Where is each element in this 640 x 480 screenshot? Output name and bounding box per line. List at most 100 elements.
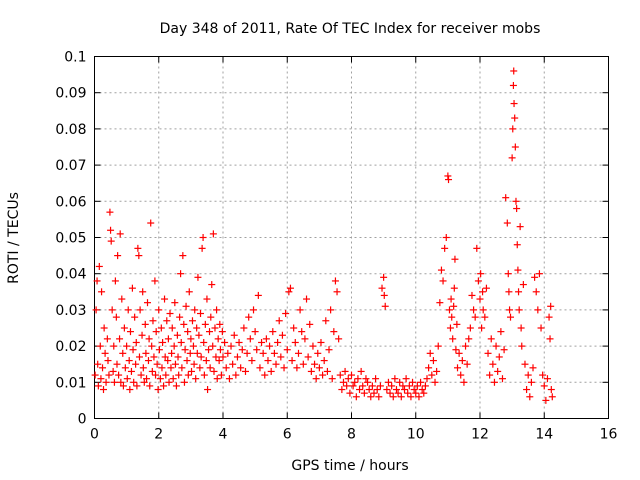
data-point (269, 328, 277, 336)
data-point (445, 176, 453, 184)
data-point (138, 331, 146, 339)
data-point (322, 317, 330, 325)
data-point (433, 367, 441, 375)
data-point (458, 357, 466, 365)
data-point (233, 353, 241, 361)
data-point (178, 364, 186, 372)
data-point (144, 357, 152, 365)
y-tick-label: 0.04 (55, 267, 86, 283)
data-point (229, 360, 237, 368)
data-point (487, 335, 495, 343)
data-point (142, 349, 150, 357)
data-point (335, 335, 343, 343)
data-point (166, 310, 174, 318)
data-point (348, 371, 355, 379)
data-point (161, 353, 169, 361)
data-point (121, 364, 129, 372)
data-point (184, 371, 192, 379)
data-point (409, 378, 417, 386)
data-point (211, 324, 219, 332)
data-point (144, 299, 152, 307)
data-point (201, 320, 209, 328)
data-point (209, 342, 217, 350)
data-point (119, 349, 127, 357)
data-point (543, 375, 551, 383)
data-point (507, 313, 515, 321)
data-point (171, 299, 179, 307)
data-point (132, 338, 140, 346)
data-point (378, 284, 386, 292)
data-point (120, 324, 128, 332)
data-point (152, 328, 160, 336)
data-point (418, 386, 426, 394)
y-tick-label: 0.06 (55, 194, 86, 210)
data-point (283, 346, 291, 354)
data-point (149, 317, 157, 325)
data-point (112, 313, 120, 321)
data-point (153, 360, 161, 368)
y-tick-label: 0.03 (55, 303, 86, 319)
data-point (515, 306, 523, 314)
data-point (193, 324, 201, 332)
data-point (181, 346, 189, 354)
data-point (241, 367, 249, 375)
data-point (266, 342, 274, 350)
data-point (351, 378, 359, 386)
data-point (453, 320, 461, 328)
data-point (203, 295, 211, 303)
data-point (188, 367, 196, 375)
data-point (135, 353, 143, 361)
data-point (421, 382, 429, 390)
data-point (446, 324, 454, 332)
data-point (286, 284, 294, 292)
data-point (404, 389, 412, 397)
data-point (246, 335, 254, 343)
data-point (306, 320, 314, 328)
data-point (215, 357, 223, 365)
data-point (134, 244, 142, 252)
data-point (410, 386, 418, 394)
data-point (190, 360, 198, 368)
data-point (320, 357, 328, 365)
data-point (189, 342, 197, 350)
data-point (217, 371, 225, 379)
data-point (158, 364, 166, 372)
y-tick-label: 0.02 (55, 339, 86, 355)
data-point (304, 353, 312, 361)
data-point (92, 306, 100, 314)
data-point (479, 306, 487, 314)
data-point (540, 382, 548, 390)
data-point (169, 375, 177, 383)
data-point (396, 378, 404, 386)
data-point (163, 317, 171, 325)
data-point (115, 371, 123, 379)
data-point (254, 291, 262, 299)
data-point (407, 393, 415, 401)
data-point (221, 338, 229, 346)
data-point (96, 342, 104, 350)
data-point (523, 386, 531, 394)
data-point (135, 252, 143, 260)
data-point (545, 313, 553, 321)
data-point (164, 357, 172, 365)
data-point (319, 371, 327, 379)
data-point (261, 371, 269, 379)
data-point (180, 378, 188, 386)
data-point (338, 386, 346, 394)
data-point (282, 310, 290, 318)
data-point (375, 393, 383, 401)
x-axis-label: GPS time / hours (291, 458, 408, 474)
data-point (473, 244, 481, 252)
data-point (151, 277, 159, 285)
data-point (434, 342, 442, 350)
data-point (362, 375, 370, 383)
data-point (119, 382, 127, 390)
data-point (514, 266, 522, 274)
y-tick-label: 0.08 (55, 122, 86, 138)
data-point (148, 367, 156, 375)
data-point (288, 357, 296, 365)
data-point (195, 331, 203, 339)
data-point (356, 386, 364, 394)
data-point (93, 277, 101, 285)
data-point (512, 197, 520, 205)
